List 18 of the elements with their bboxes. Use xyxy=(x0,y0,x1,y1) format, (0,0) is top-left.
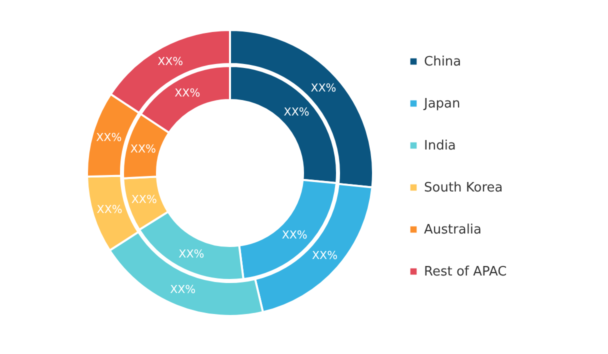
data-label: XX% xyxy=(96,203,122,216)
legend-label: South Korea xyxy=(424,180,503,196)
legend-label: Australia xyxy=(424,222,482,238)
data-label: XX% xyxy=(312,249,338,262)
data-label: XX% xyxy=(130,142,156,156)
data-label: XX% xyxy=(158,55,184,68)
legend-label: Rest of APAC xyxy=(424,264,507,280)
legend-label: China xyxy=(424,54,462,70)
data-label: XX% xyxy=(310,81,336,94)
data-label: XX% xyxy=(96,131,122,144)
data-label: XX% xyxy=(178,247,204,260)
legend-label: Japan xyxy=(423,96,460,112)
data-label: XX% xyxy=(282,228,308,242)
data-label: XX% xyxy=(174,86,200,100)
data-label: XX% xyxy=(131,193,157,206)
data-label: XX% xyxy=(170,282,196,296)
data-label: XX% xyxy=(284,105,310,118)
legend-label: India xyxy=(424,138,456,154)
